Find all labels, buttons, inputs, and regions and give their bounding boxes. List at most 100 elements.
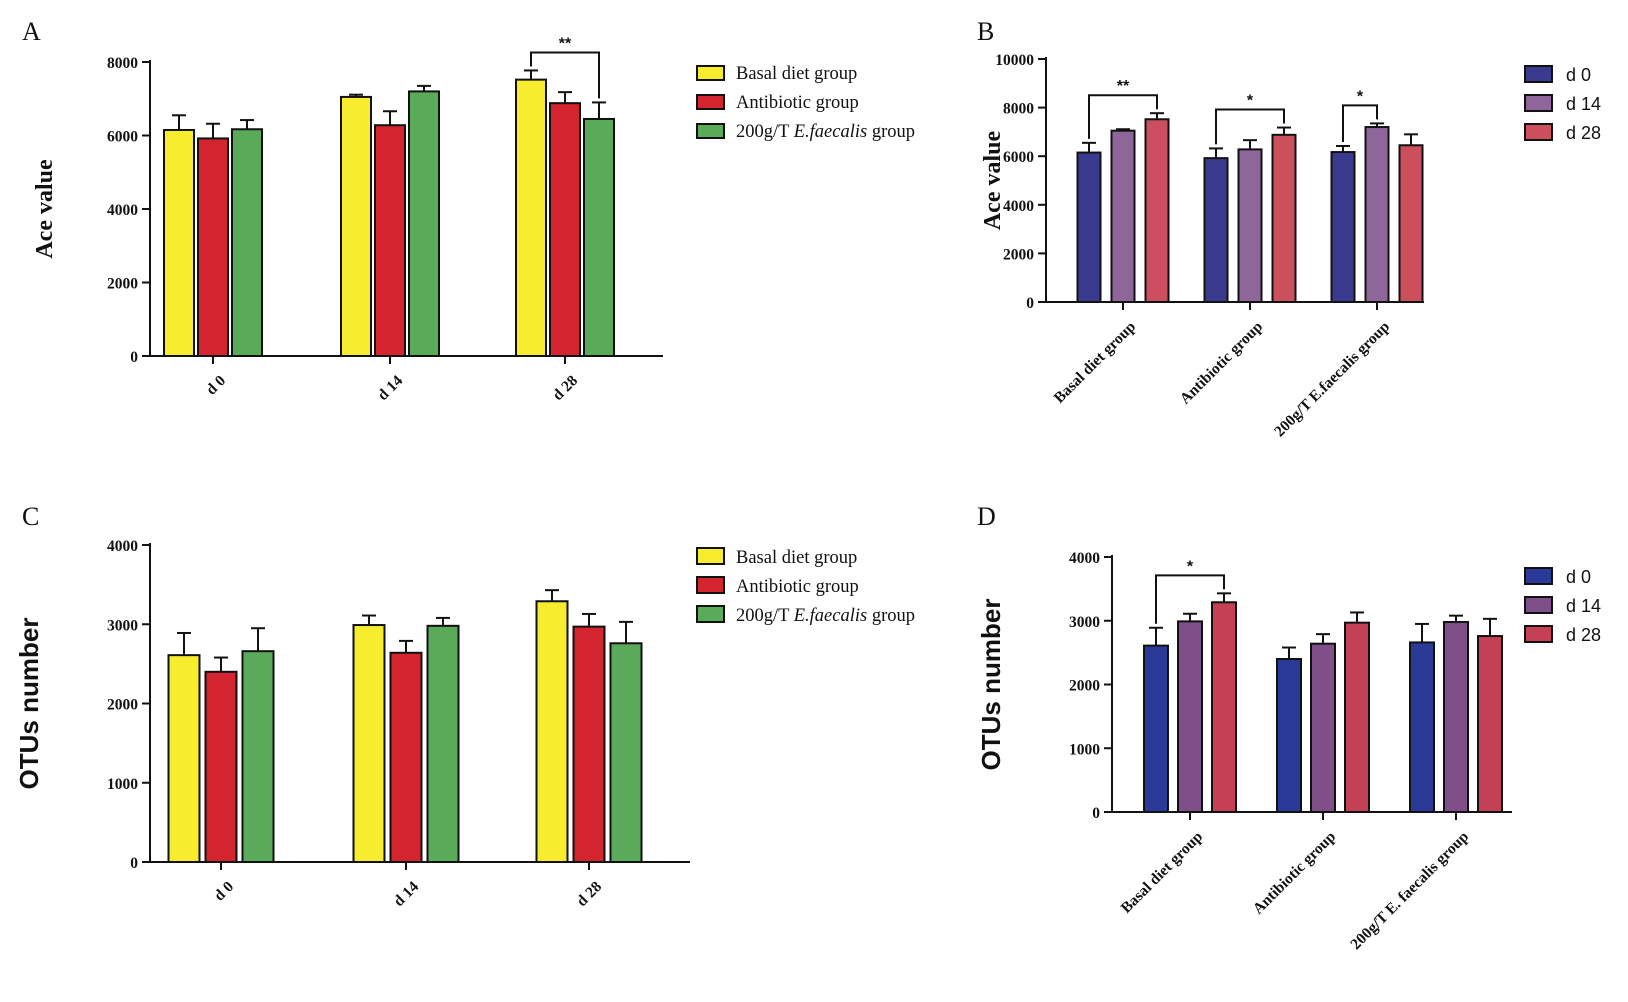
legend-swatch <box>1524 625 1553 643</box>
bar <box>1330 151 1356 303</box>
bar <box>1110 129 1136 303</box>
legend-label: d 0 <box>1566 567 1591 587</box>
legend-label: Basal diet group <box>736 64 857 84</box>
bar <box>389 651 423 864</box>
legend: d 0 d 14 d 28 <box>1524 65 1601 143</box>
bar <box>352 624 386 863</box>
legend-swatch <box>1524 596 1553 614</box>
y-tick-label: 4000 <box>107 202 138 219</box>
x-tick-label: d 14 <box>390 878 422 910</box>
bar <box>1398 144 1424 303</box>
bar <box>535 600 569 864</box>
bar <box>1276 658 1302 813</box>
significance-label: * <box>1187 558 1194 575</box>
significance-bracket <box>530 51 600 99</box>
bar <box>231 128 263 357</box>
bar <box>1203 157 1229 303</box>
bar <box>241 650 275 863</box>
y-tick-label: 0 <box>130 349 138 366</box>
y-tick-label: 10000 <box>995 52 1034 69</box>
legend-swatch <box>696 94 725 110</box>
panel-letter: D <box>977 502 996 531</box>
bar <box>1271 133 1297 303</box>
x-tick-label: d 0 <box>203 372 230 399</box>
y-tick-label: 8000 <box>1003 101 1034 118</box>
bar <box>1177 620 1203 814</box>
bar <box>1364 126 1390 304</box>
bar <box>1477 635 1503 813</box>
y-tick-label: 3000 <box>107 617 138 634</box>
x-tick-label: d 28 <box>549 372 581 404</box>
y-tick-label: 0 <box>1092 805 1100 822</box>
panel-letter: A <box>22 17 41 46</box>
legend-swatch <box>1524 567 1553 585</box>
x-tick-label: Basal diet group <box>1051 318 1140 407</box>
bar <box>1344 621 1370 813</box>
y-axis-label: Ace value <box>980 131 1006 231</box>
panel-letter: C <box>22 502 39 531</box>
x-tick-label: Antibiotic group <box>1177 318 1266 407</box>
legend-swatch <box>1524 94 1553 112</box>
significance-label: * <box>1247 93 1254 110</box>
y-tick-label: 2000 <box>107 276 138 293</box>
legend-label-part: group <box>867 606 915 626</box>
y-tick-label: 2000 <box>107 697 138 714</box>
significance-label: ** <box>1117 78 1130 95</box>
bar <box>1144 118 1170 303</box>
legend-label: d 28 <box>1566 625 1601 645</box>
legend-swatch <box>1524 123 1553 141</box>
legend-label-part: Antibiotic group <box>736 577 859 597</box>
panel-letter: B <box>977 17 994 46</box>
y-tick-label: 1000 <box>107 776 138 793</box>
legend-swatch <box>696 547 725 565</box>
legend-label-part: Basal diet group <box>736 548 857 568</box>
legend: Basal diet group Antibiotic group 200g/T E… <box>696 547 915 626</box>
legend-label-part: Basal diet group <box>736 64 857 84</box>
bar <box>572 625 606 863</box>
legend-label-part: E.faecalis <box>793 606 867 626</box>
legend-label: d 14 <box>1566 94 1601 114</box>
y-tick-label: 6000 <box>107 129 138 146</box>
significance-label: ** <box>559 35 572 52</box>
legend-swatch <box>1524 65 1553 83</box>
x-tick-label: d 0 <box>211 878 238 905</box>
significance-label: * <box>1357 88 1364 105</box>
y-tick-label: 6000 <box>1003 149 1034 166</box>
bar <box>340 95 372 357</box>
legend-label: 200g/T E.faecalis group <box>736 606 915 626</box>
significance-bracket <box>1215 108 1285 145</box>
chart-panel-b: B Ace value 0 2000 4000 6000 8000 10000 Basal di… <box>977 17 1601 440</box>
legend-swatch <box>696 65 725 81</box>
chart-panel-a: A Ace value 0 2000 4000 6000 8000 d 0 d 14 d 28 **… <box>22 17 915 404</box>
significance-bracket <box>1342 104 1378 142</box>
legend: d 0 d 14 d 28 <box>1524 567 1601 645</box>
legend-label-part: E.faecalis <box>793 122 867 142</box>
bar <box>167 654 201 863</box>
x-tick-label: Basal diet group <box>1118 828 1207 917</box>
y-tick-label: 8000 <box>107 55 138 72</box>
legend-label: Antibiotic group <box>736 93 859 113</box>
y-axis-label: OTUs number <box>976 599 1006 771</box>
bar <box>204 670 238 863</box>
chart-panel-d: D OTUs number 0 1000 2000 3000 4000 Basal diet … <box>976 502 1601 953</box>
significance-bracket <box>1155 574 1225 624</box>
y-axis-label: Ace value <box>32 159 58 259</box>
legend-label: Basal diet group <box>736 548 857 568</box>
legend-label-part: group <box>867 122 915 142</box>
bar <box>583 117 615 358</box>
significance-bracket <box>1088 94 1158 139</box>
legend-label: d 0 <box>1566 65 1591 85</box>
y-tick-label: 0 <box>1026 295 1034 312</box>
bar <box>1409 641 1435 813</box>
x-tick-label: d 28 <box>573 878 605 910</box>
x-tick-label: 200g/T E.faecalis group <box>1271 318 1393 440</box>
bar <box>1211 601 1237 814</box>
y-tick-label: 4000 <box>1003 198 1034 215</box>
bar <box>1310 642 1336 814</box>
legend-label-part: Antibiotic group <box>736 93 859 113</box>
y-tick-label: 0 <box>130 855 138 872</box>
bar <box>1443 621 1469 814</box>
y-axis-label: OTUs number <box>14 618 44 790</box>
legend-swatch <box>696 605 725 623</box>
